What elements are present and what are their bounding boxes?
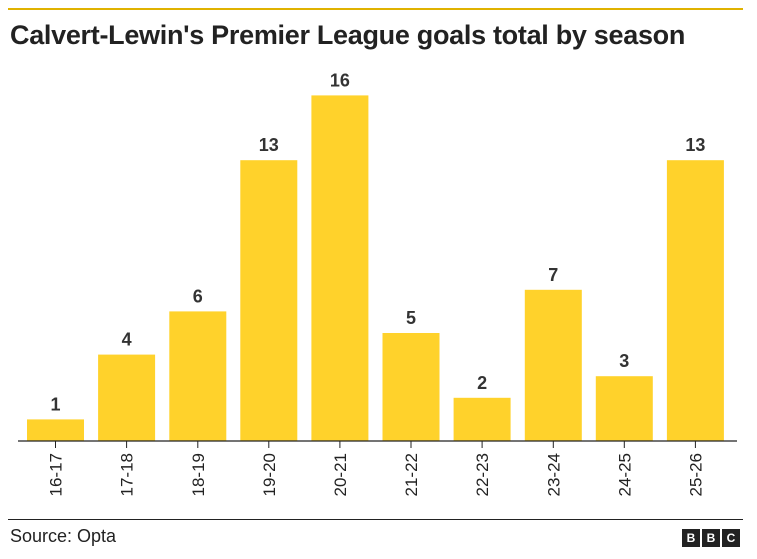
bar <box>240 160 298 441</box>
data-label: 5 <box>406 308 416 328</box>
bar <box>311 95 369 442</box>
bottom-rule <box>8 519 743 520</box>
bbc-logo-letter: B <box>702 529 720 547</box>
bbc-logo: B B C <box>682 529 740 547</box>
data-label: 3 <box>619 351 629 371</box>
source-note: Source: Opta <box>10 526 117 546</box>
data-label: 7 <box>548 265 558 285</box>
x-tick-label: 25-26 <box>686 453 705 496</box>
bar <box>453 397 511 441</box>
bar <box>524 289 582 441</box>
bar <box>666 160 724 441</box>
bar <box>595 376 653 441</box>
bar <box>382 333 440 441</box>
x-tick-label: 18-19 <box>189 453 208 496</box>
x-tick-label: 19-20 <box>260 453 279 496</box>
data-label: 16 <box>330 70 350 90</box>
x-tick-label: 17-18 <box>118 453 137 496</box>
top-rule <box>8 8 743 10</box>
x-tick-label: 23-24 <box>544 453 563 496</box>
x-tick-label: 21-22 <box>402 453 421 496</box>
data-label: 6 <box>193 286 203 306</box>
data-label: 1 <box>50 394 60 414</box>
bar <box>98 354 156 441</box>
data-label: 13 <box>259 135 279 155</box>
x-tick-label: 20-21 <box>331 453 350 496</box>
bbc-logo-letter: C <box>722 529 740 547</box>
data-label: 13 <box>685 135 705 155</box>
x-tick-label: 16-17 <box>47 453 66 496</box>
bbc-logo-letter: B <box>682 529 700 547</box>
x-tick-label: 22-23 <box>473 453 492 496</box>
data-label: 2 <box>477 373 487 393</box>
data-label: 4 <box>122 330 132 350</box>
chart-title: Calvert-Lewin's Premier League goals tot… <box>10 20 686 50</box>
bar <box>169 311 227 441</box>
bar <box>27 419 84 441</box>
x-tick-label: 24-25 <box>615 453 634 496</box>
